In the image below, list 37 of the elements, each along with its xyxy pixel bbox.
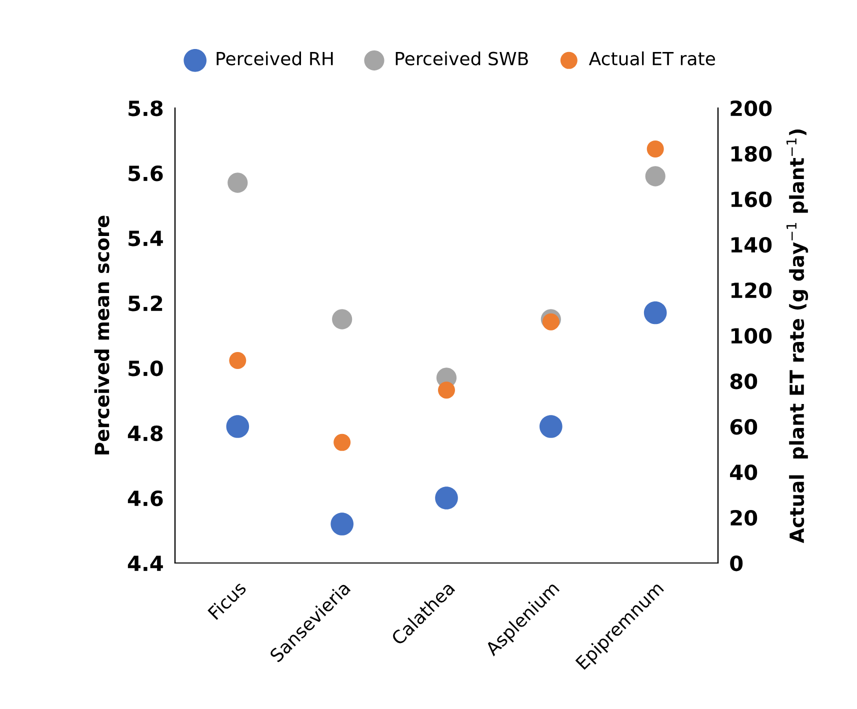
y-tick-label: 5.6 <box>128 165 163 182</box>
point <box>438 382 456 399</box>
point <box>645 166 666 186</box>
y-tick-label: 5.2 <box>128 295 162 312</box>
point <box>644 301 667 324</box>
y2-axis-title: Actual plant ET rate (g day$^{−1}$ plant$^{−1}$) <box>786 130 808 544</box>
y-tick-label: 5.8 <box>128 100 163 116</box>
legend-label: Actual ET rate <box>588 51 715 66</box>
point <box>226 415 250 438</box>
legend-label: Perceived RH <box>216 51 333 66</box>
y2-tick-label: 160 <box>731 191 772 208</box>
point <box>542 313 560 330</box>
y2-tick-label: 180 <box>731 146 772 162</box>
y2-tick-label: 60 <box>730 418 758 435</box>
y2-tick-label: 80 <box>730 373 758 390</box>
y-tick-label: 5.0 <box>128 360 163 376</box>
y-tick-label: 5.4 <box>128 230 163 246</box>
y-tick-label: 4.4 <box>128 556 163 571</box>
y2-tick-label: 140 <box>731 236 772 253</box>
y2-tick-label: 120 <box>731 282 772 298</box>
y-tick-label: 4.8 <box>128 425 163 442</box>
point <box>332 309 352 330</box>
point <box>229 352 246 370</box>
y2-tick-label: 0 <box>730 555 743 572</box>
y2-tick-label: 200 <box>730 100 772 116</box>
y2-tick-label: 40 <box>730 464 758 480</box>
point <box>435 486 458 510</box>
point <box>228 172 248 193</box>
point <box>646 140 664 158</box>
y-tick-label: 4.6 <box>128 490 163 506</box>
point <box>334 434 351 451</box>
legend-label: Perceived SWB <box>396 51 528 66</box>
y-axis-title: Perceived mean score <box>94 216 110 454</box>
point <box>330 512 354 536</box>
point <box>540 415 562 438</box>
y2-tick-label: 100 <box>731 328 772 344</box>
y2-tick-label: 20 <box>730 510 758 526</box>
